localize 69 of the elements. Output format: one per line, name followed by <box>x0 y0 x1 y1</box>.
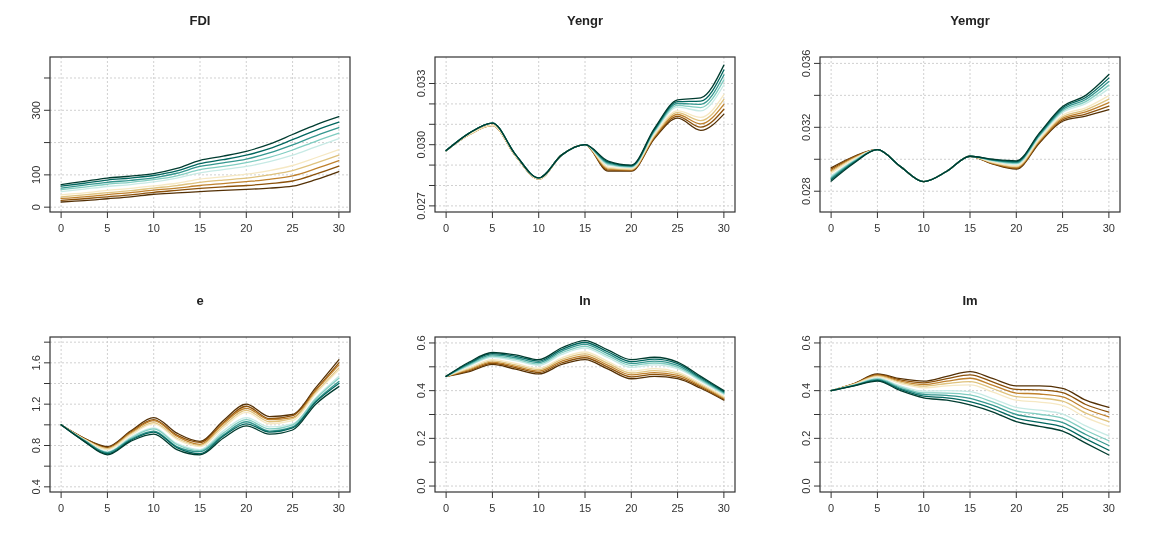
chart-title: FDI <box>189 13 211 28</box>
x-tick-label: 10 <box>147 502 160 514</box>
x-tick-label: 20 <box>240 222 253 234</box>
x-tick-label: 20 <box>625 502 638 514</box>
x-tick-label: 0 <box>58 222 65 234</box>
x-tick-label: 15 <box>578 222 592 234</box>
y-tick-label: 0.6 <box>415 335 427 351</box>
x-tick-label: 30 <box>717 502 731 514</box>
y-tick-label: 0.4 <box>415 383 427 399</box>
y-tick-label: 0.032 <box>800 113 812 142</box>
y-tick-label: 100 <box>30 165 42 185</box>
x-tick-label: 10 <box>917 222 930 234</box>
y-tick-label: 0.036 <box>800 49 812 78</box>
chart-title: Im <box>962 293 978 308</box>
x-tick-label: 10 <box>147 222 160 234</box>
y-tick-label: 0.028 <box>800 177 812 205</box>
chart-title: Yengr <box>566 13 604 28</box>
x-tick-label: 30 <box>1102 502 1116 514</box>
chart-title: e <box>196 293 204 308</box>
x-tick-label: 5 <box>874 502 881 514</box>
x-tick-label: 25 <box>671 222 684 234</box>
y-tick-label: 0 <box>30 204 42 211</box>
y-tick-label: 0.033 <box>415 69 427 98</box>
x-tick-label: 5 <box>104 222 111 234</box>
x-tick-label: 15 <box>578 502 592 514</box>
x-tick-label: 5 <box>874 222 881 234</box>
y-tick-label: 0.027 <box>415 192 427 220</box>
chart-title: In <box>579 293 591 308</box>
y-tick-label: 0.0 <box>800 478 812 494</box>
x-tick-label: 5 <box>489 502 496 514</box>
x-tick-label: 15 <box>193 502 207 514</box>
y-tick-label: 1.2 <box>30 396 42 412</box>
chart-title: Yemgr <box>950 13 990 28</box>
y-tick-label: 0.6 <box>800 335 812 351</box>
y-tick-label: 0.2 <box>415 430 427 446</box>
y-tick-label: 0.030 <box>415 130 427 159</box>
x-tick-label: 20 <box>625 222 638 234</box>
x-tick-label: 5 <box>489 222 496 234</box>
x-tick-label: 30 <box>332 502 346 514</box>
x-tick-label: 25 <box>286 502 299 514</box>
x-tick-label: 30 <box>1102 222 1116 234</box>
x-tick-label: 10 <box>532 222 545 234</box>
x-tick-label: 5 <box>104 502 111 514</box>
x-tick-label: 30 <box>717 222 731 234</box>
x-tick-label: 20 <box>1010 222 1023 234</box>
x-tick-label: 25 <box>286 222 299 234</box>
x-tick-label: 0 <box>828 502 835 514</box>
y-tick-label: 300 <box>30 101 42 120</box>
y-tick-label: 0.2 <box>800 430 812 446</box>
x-tick-label: 20 <box>240 502 253 514</box>
x-tick-label: 10 <box>917 502 930 514</box>
x-tick-label: 15 <box>963 502 977 514</box>
y-tick-label: 0.0 <box>415 478 427 494</box>
x-tick-label: 10 <box>532 502 545 514</box>
x-tick-label: 0 <box>443 502 450 514</box>
x-tick-label: 0 <box>828 222 835 234</box>
x-tick-label: 25 <box>1056 502 1069 514</box>
x-tick-label: 15 <box>193 222 207 234</box>
y-tick-label: 0.4 <box>800 383 812 399</box>
x-tick-label: 15 <box>963 222 977 234</box>
x-tick-label: 25 <box>1056 222 1069 234</box>
x-tick-label: 30 <box>332 222 346 234</box>
x-tick-label: 20 <box>1010 502 1023 514</box>
y-tick-label: 1.6 <box>30 355 42 371</box>
y-tick-label: 0.4 <box>30 479 42 495</box>
x-tick-label: 0 <box>443 222 450 234</box>
y-tick-label: 0.8 <box>30 437 42 454</box>
x-tick-label: 0 <box>58 502 65 514</box>
x-tick-label: 25 <box>671 502 684 514</box>
